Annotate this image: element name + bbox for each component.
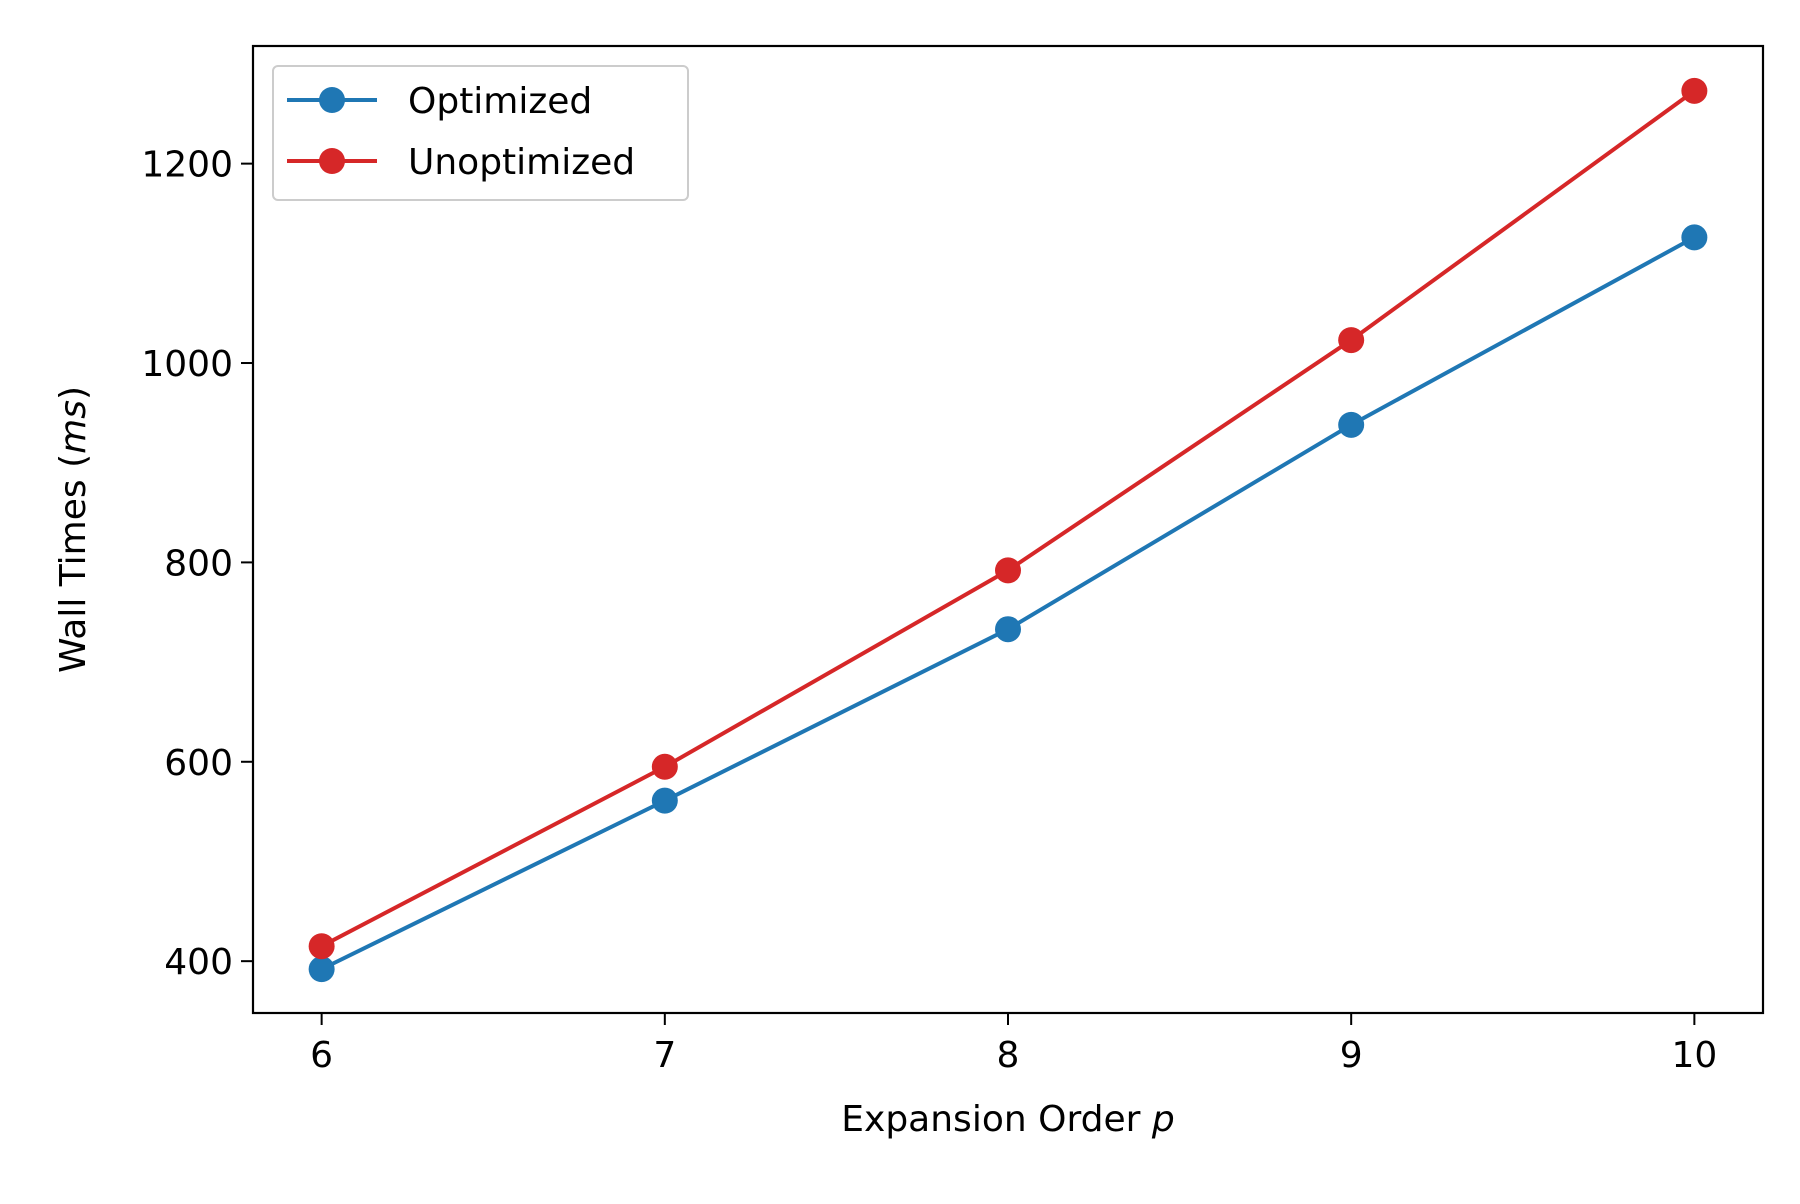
y-axis-label: Wall Times (ms) — [53, 386, 94, 673]
data-point — [995, 616, 1021, 643]
data-point — [308, 956, 335, 983]
x-tick-label: 10 — [1671, 1035, 1717, 1076]
data-point — [1338, 411, 1365, 438]
y-tick-label: 400 — [164, 942, 233, 983]
plot-marks — [308, 77, 1708, 983]
y-tick-label: 1000 — [141, 344, 233, 385]
x-tick-label: 7 — [653, 1035, 676, 1076]
data-point — [1681, 77, 1708, 104]
x-axis: 6 7 8 9 10 — [310, 1013, 1717, 1076]
data-point — [651, 787, 678, 814]
data-point — [1681, 224, 1708, 251]
data-point — [308, 933, 335, 960]
series-line-0 — [320, 235, 1696, 971]
data-point — [651, 753, 678, 780]
legend-marker — [319, 87, 345, 113]
legend-label: Optimized — [408, 81, 592, 122]
legend-marker — [319, 148, 345, 174]
y-tick-label: 800 — [164, 543, 233, 584]
y-axis: 400 600 800 1000 1200 — [141, 145, 253, 983]
x-tick-label: 6 — [310, 1035, 333, 1076]
x-tick-label: 9 — [1340, 1035, 1363, 1076]
y-tick-label: 600 — [164, 743, 233, 784]
data-point — [995, 557, 1021, 584]
series-line-1 — [320, 89, 1696, 948]
x-axis-label: Expansion Order p — [841, 1099, 1174, 1140]
y-tick-label: 1200 — [141, 145, 233, 186]
legend: Optimized Unoptimized — [272, 65, 689, 201]
x-tick-label: 8 — [997, 1035, 1020, 1076]
legend-label: Unoptimized — [408, 142, 635, 183]
data-point — [1338, 327, 1365, 354]
